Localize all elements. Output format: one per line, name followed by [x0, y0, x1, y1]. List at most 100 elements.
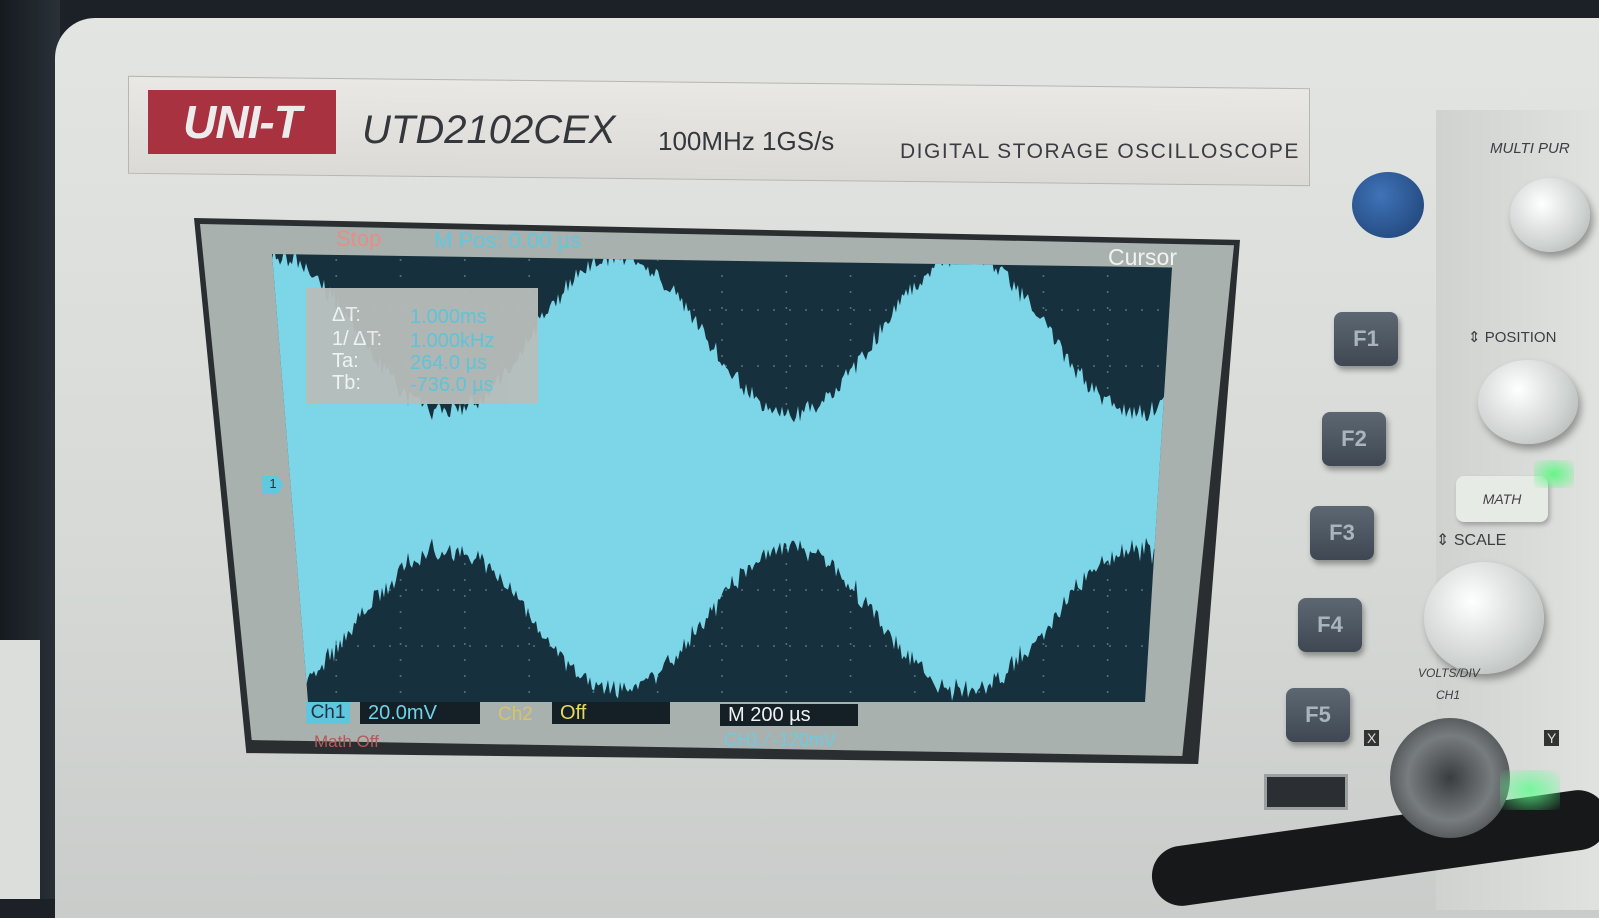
grid-dot — [850, 627, 852, 629]
grid-dot — [389, 589, 391, 591]
grid-dot — [1042, 307, 1044, 309]
grid-dot — [400, 659, 402, 661]
grid-dot — [1157, 309, 1159, 311]
grid-dot — [741, 645, 743, 647]
grid-dot — [1125, 365, 1127, 367]
grid-dot — [1107, 643, 1109, 645]
grid-dot — [785, 387, 787, 389]
grid-dot — [1077, 309, 1079, 311]
grid-dot — [1107, 691, 1109, 693]
f5-button[interactable]: F5 — [1286, 688, 1350, 742]
grid-dot — [1061, 309, 1063, 311]
grid-dot — [421, 645, 423, 647]
grid-dot — [1141, 589, 1143, 591]
grid-dot — [721, 627, 723, 629]
grid-dot — [592, 691, 594, 693]
ch1-bnc-connector[interactable] — [1390, 718, 1510, 838]
position-knob[interactable] — [1478, 360, 1578, 444]
grid-dot — [850, 675, 852, 677]
grid-dot — [805, 365, 807, 367]
grid-dot — [785, 579, 787, 581]
grid-dot — [453, 645, 455, 647]
delta-t-value: 1.000ms — [410, 306, 487, 329]
grid-dot — [850, 355, 852, 357]
usb-port[interactable] — [1264, 774, 1348, 810]
grid-dot — [721, 307, 723, 309]
grid-dot — [785, 563, 787, 565]
grid-dot — [850, 307, 852, 309]
delta-t-label: ΔT: — [332, 304, 361, 327]
grid-dot — [1042, 659, 1044, 661]
grid-dot — [1141, 309, 1143, 311]
f2-button[interactable]: F2 — [1322, 412, 1386, 466]
f1-button[interactable]: F1 — [1334, 312, 1398, 366]
product-type: DIGITAL STORAGE OSCILLOSCOPE — [900, 140, 1300, 164]
grid-dot — [400, 643, 402, 645]
grid-dot — [1107, 675, 1109, 677]
ch2-tag: Ch2 — [498, 704, 533, 726]
grid-dot — [773, 309, 775, 311]
grid-dot — [850, 611, 852, 613]
grid-dot — [805, 309, 807, 311]
scale-knob[interactable] — [1424, 562, 1544, 674]
trigger-readout: CH1 ∕ -120mV — [724, 730, 836, 751]
grid-dot — [978, 691, 980, 693]
grid-dot — [335, 659, 337, 661]
scale-text: SCALE — [1454, 532, 1506, 549]
run-stop-button[interactable] — [1352, 172, 1424, 238]
x-input-label: X — [1364, 730, 1379, 746]
indicator-led — [1534, 460, 1574, 488]
f3-button[interactable]: F3 — [1310, 506, 1374, 560]
grid-dot — [821, 645, 823, 647]
grid-dot — [821, 365, 823, 367]
grid-dot — [335, 691, 337, 693]
grid-dot — [869, 309, 871, 311]
grid-dot — [741, 589, 743, 591]
volts-div-label: VOLTS/DIV — [1418, 666, 1480, 680]
grid-dot — [785, 291, 787, 293]
grid-dot — [453, 589, 455, 591]
grid-dot — [850, 659, 852, 661]
grid-dot — [400, 579, 402, 581]
grid-dot — [1107, 339, 1109, 341]
grid-dot — [421, 589, 423, 591]
grid-dot — [528, 259, 530, 261]
position-label: ⇕ POSITION — [1468, 328, 1556, 346]
grid-dot — [785, 307, 787, 309]
grid-dot — [837, 589, 839, 591]
inv-delta-t-value: 1.000kHz — [410, 330, 495, 353]
grid-dot — [1107, 291, 1109, 293]
grid-dot — [850, 643, 852, 645]
multi-purpose-knob[interactable] — [1510, 178, 1590, 252]
grid-dot — [1107, 323, 1109, 325]
grid-dot — [693, 645, 695, 647]
f4-button[interactable]: F4 — [1298, 598, 1362, 652]
grid-dot — [400, 675, 402, 677]
grid-dot — [721, 275, 723, 277]
grid-dot — [837, 365, 839, 367]
grid-dot — [785, 403, 787, 405]
grid-dot — [400, 275, 402, 277]
grid-dot — [1042, 691, 1044, 693]
ta-value: 264.0 µs — [410, 352, 487, 375]
grid-dot — [850, 275, 852, 277]
grid-dot — [1042, 291, 1044, 293]
grid-dot — [437, 589, 439, 591]
grid-dot — [400, 627, 402, 629]
grid-dot — [785, 275, 787, 277]
grid-dot — [837, 309, 839, 311]
grid-dot — [785, 675, 787, 677]
grid-dot — [1045, 645, 1047, 647]
grid-dot — [464, 691, 466, 693]
run-status: Stop — [336, 226, 381, 252]
grid-dot — [437, 645, 439, 647]
grid-dot — [373, 645, 375, 647]
grid-dot — [485, 645, 487, 647]
grid-dot — [528, 675, 530, 677]
grid-dot — [721, 339, 723, 341]
grid-dot — [469, 589, 471, 591]
grid-dot — [1125, 309, 1127, 311]
grid-dot — [785, 323, 787, 325]
grid-dot — [464, 627, 466, 629]
grid-dot — [721, 323, 723, 325]
